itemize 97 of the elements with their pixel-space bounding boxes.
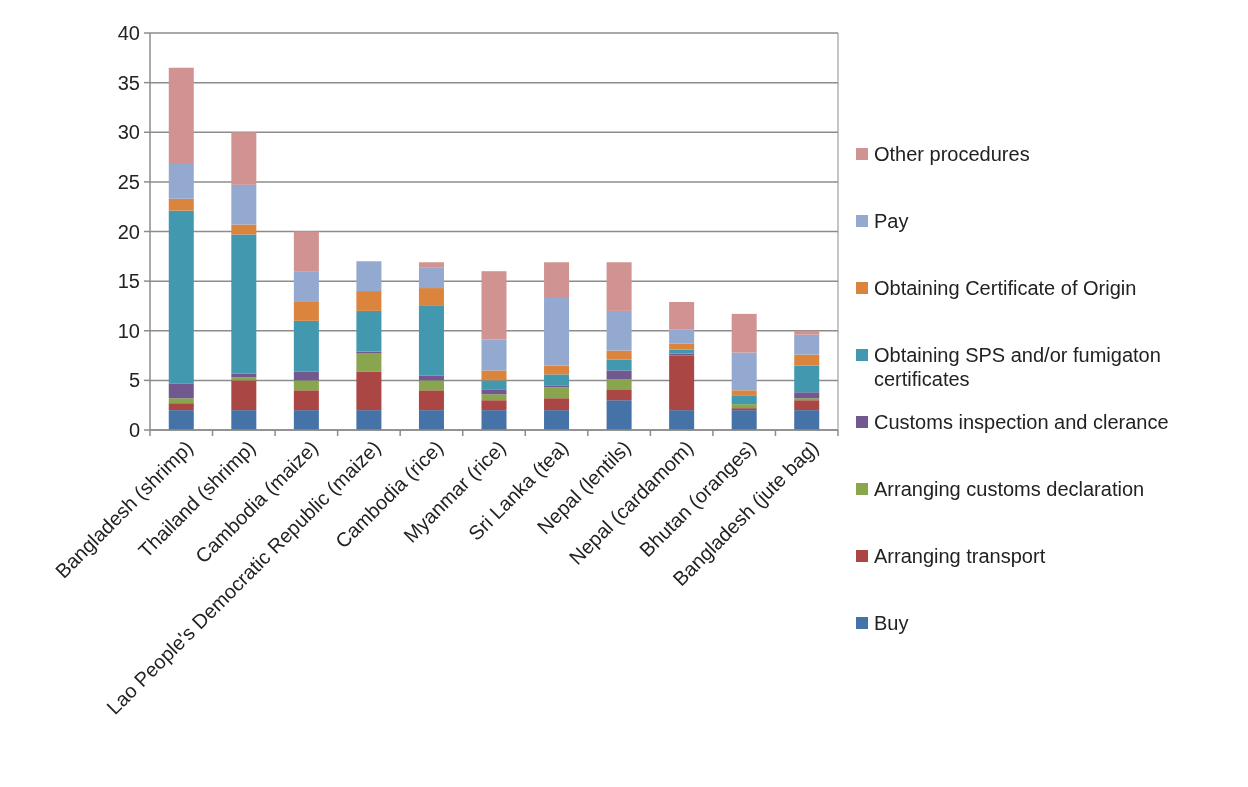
- bar: [293, 271, 319, 302]
- bar: [168, 398, 194, 404]
- bar: [669, 410, 695, 430]
- bar: [606, 359, 632, 371]
- bar: [794, 400, 820, 411]
- legend-label: Pay: [874, 210, 909, 232]
- bar: [168, 403, 194, 411]
- bar: [481, 370, 507, 381]
- bar: [481, 339, 507, 371]
- bar: [356, 261, 382, 292]
- bar: [669, 355, 695, 411]
- bar: [356, 310, 382, 352]
- bar: [231, 234, 257, 374]
- bar: [293, 320, 319, 372]
- bar: [481, 400, 507, 411]
- bar: [231, 410, 257, 430]
- bar: [606, 310, 632, 351]
- bar: [356, 410, 382, 430]
- legend-label: Buy: [874, 612, 909, 634]
- bar: [418, 390, 444, 411]
- bar: [606, 400, 632, 430]
- bar: [293, 410, 319, 430]
- bar: [606, 379, 632, 390]
- bar: [293, 371, 319, 381]
- bar: [418, 410, 444, 430]
- y-tick-label: 5: [128, 369, 140, 392]
- bar: [418, 380, 444, 391]
- bar: [481, 380, 507, 390]
- bar: [168, 198, 194, 211]
- bar: [168, 410, 194, 430]
- bar: [544, 298, 570, 366]
- bar: [794, 330, 820, 335]
- bar: [168, 164, 194, 199]
- bar: [168, 67, 194, 165]
- bar: [231, 377, 257, 381]
- bar: [418, 375, 444, 381]
- bar: [669, 301, 695, 330]
- bar: [481, 389, 507, 395]
- bar: [544, 365, 570, 375]
- bar: [794, 392, 820, 399]
- bar: [794, 410, 820, 430]
- bar: [293, 390, 319, 411]
- bar: [168, 383, 194, 399]
- bar: [669, 329, 695, 344]
- bar: [794, 365, 820, 393]
- y-tick-label: 10: [117, 319, 140, 342]
- bar: [544, 398, 570, 411]
- bar: [356, 353, 382, 372]
- y-tick-label: 30: [117, 121, 140, 144]
- y-tick-label: 15: [117, 270, 140, 293]
- y-tick-label: 25: [117, 170, 140, 193]
- bar: [231, 380, 257, 411]
- bar: [544, 262, 570, 298]
- bar: [606, 389, 632, 401]
- bar: [544, 410, 570, 430]
- legend-label: Obtaining SPS and/or fumigaton certificates: [874, 344, 1161, 390]
- y-tick-label: 35: [117, 71, 140, 94]
- bar: [731, 352, 757, 391]
- bar: [356, 371, 382, 411]
- bar: [231, 373, 257, 378]
- y-tick-label: 20: [117, 220, 140, 243]
- legend-label: Arranging customs declaration: [874, 478, 1145, 500]
- bar: [731, 390, 757, 396]
- bar: [418, 262, 444, 268]
- bar: [418, 288, 444, 306]
- bar: [231, 224, 257, 235]
- y-tick-label: 0: [128, 419, 140, 441]
- bar: [731, 404, 757, 409]
- y-tick-label: 40: [117, 22, 140, 44]
- bar: [606, 262, 632, 311]
- bar: [544, 374, 570, 386]
- bar: [481, 410, 507, 430]
- bar: [293, 380, 319, 391]
- bar: [669, 349, 695, 354]
- bar: [731, 395, 757, 405]
- legend-label: Other procedures: [874, 143, 1030, 165]
- bar: [669, 343, 695, 350]
- legend-label: Obtaining Certificate of Origin: [874, 277, 1137, 299]
- legend-label: Arranging transport: [874, 545, 1046, 567]
- bar: [731, 410, 757, 430]
- bar: [731, 313, 757, 353]
- bar: [168, 210, 194, 384]
- bar: [794, 354, 820, 366]
- bar: [606, 370, 632, 380]
- bar: [794, 334, 820, 355]
- bar: [544, 387, 570, 399]
- bar: [293, 231, 319, 272]
- bar: [231, 132, 257, 185]
- bar: [481, 394, 507, 401]
- bar: [481, 271, 507, 340]
- bar: [356, 291, 382, 311]
- bar: [293, 301, 319, 321]
- bar: [606, 350, 632, 360]
- bar: [231, 184, 257, 225]
- legend-label: Customs inspection and clerance: [874, 411, 1169, 433]
- bar: [418, 267, 444, 289]
- bar: [418, 305, 444, 376]
